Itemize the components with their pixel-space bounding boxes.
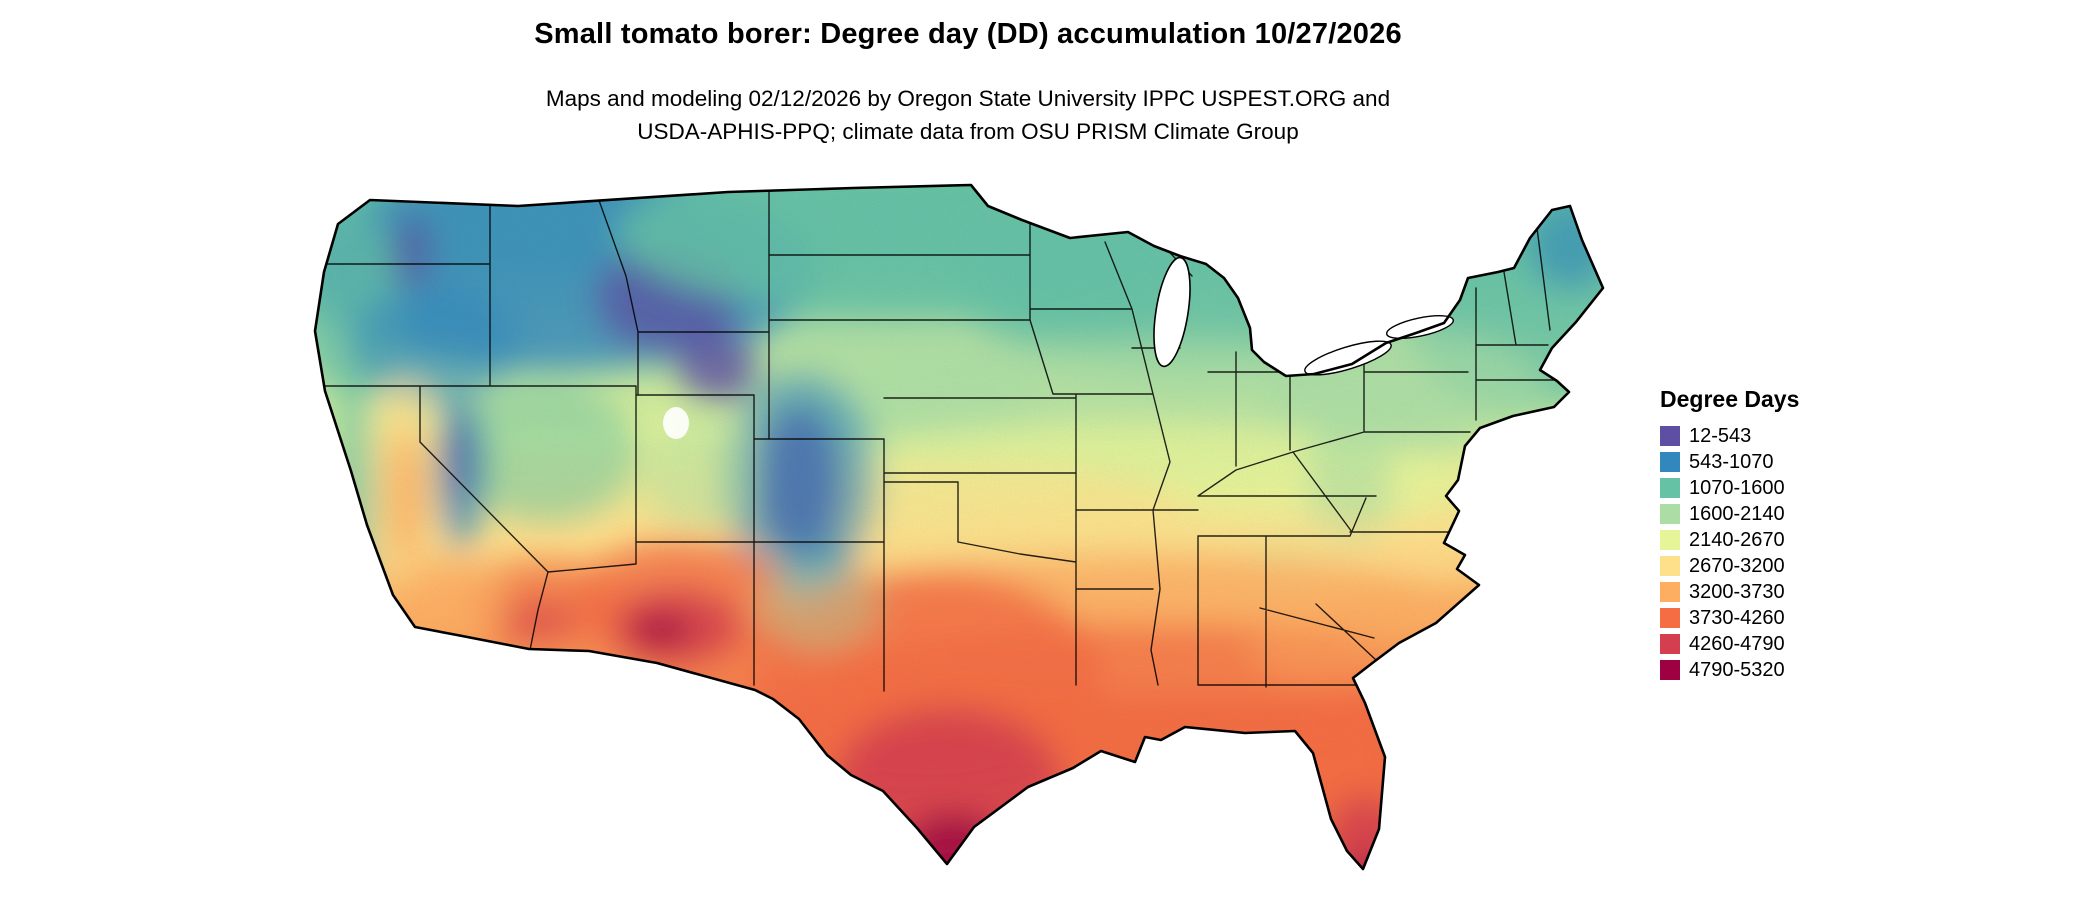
legend-label: 543-1070	[1689, 450, 1774, 473]
legend-item: 1600-2140	[1660, 501, 1799, 527]
legend-item: 2140-2670	[1660, 527, 1799, 553]
figure-subtitle: Maps and modeling 02/12/2026 by Oregon S…	[0, 82, 1936, 148]
legend-label: 1600-2140	[1689, 502, 1785, 525]
legend-swatch	[1660, 634, 1680, 654]
legend-label: 2670-3200	[1689, 554, 1785, 577]
legend-swatch	[1660, 660, 1680, 680]
color-blob	[1346, 858, 1390, 869]
lake-ontario	[1385, 315, 1455, 339]
legend-label: 3200-3730	[1689, 580, 1785, 603]
legend-label: 2140-2670	[1689, 528, 1785, 551]
legend-swatch	[1660, 504, 1680, 524]
great-salt-lake	[663, 407, 689, 439]
legend-label: 1070-1600	[1689, 476, 1785, 499]
legend-label: 4260-4790	[1689, 632, 1785, 655]
legend-item: 1070-1600	[1660, 475, 1799, 501]
legend-label: 3730-4260	[1689, 606, 1785, 629]
lake-erie	[1304, 340, 1392, 376]
figure-subtitle-line1: Maps and modeling 02/12/2026 by Oregon S…	[545, 86, 1391, 111]
legend-title: Degree Days	[1660, 386, 1800, 412]
legend-label: 4790-5320	[1689, 658, 1785, 681]
great-lakes	[663, 256, 1455, 439]
legend: Degree Days 12-543 543-1070 1070-1600 16…	[1660, 386, 1799, 683]
legend-item: 4790-5320	[1660, 657, 1799, 683]
us-map-svg	[313, 183, 1605, 871]
legend-swatch	[1660, 582, 1680, 602]
legend-swatch	[1660, 426, 1680, 446]
lake-michigan	[1153, 256, 1191, 368]
legend-swatch	[1660, 556, 1680, 576]
legend-swatch	[1660, 608, 1680, 628]
legend-item: 543-1070	[1660, 449, 1799, 475]
us-outline	[313, 183, 1605, 871]
legend-item: 2670-3200	[1660, 553, 1799, 579]
legend-swatch	[1660, 530, 1680, 550]
figure-subtitle-line2: USDA-APHIS-PPQ; climate data from OSU PR…	[637, 119, 1299, 144]
legend-item: 12-543	[1660, 423, 1799, 449]
legend-swatch	[1660, 452, 1680, 472]
raster-texture	[315, 185, 1603, 869]
legend-items: 12-543 543-1070 1070-1600 1600-2140 2140…	[1660, 423, 1799, 683]
legend-item: 3200-3730	[1660, 579, 1799, 605]
state-borders	[315, 187, 1557, 692]
map-fill	[315, 185, 1603, 869]
legend-label: 12-543	[1689, 424, 1752, 447]
figure-title: Small tomato borer: Degree day (DD) accu…	[534, 18, 1402, 50]
legend-swatch	[1660, 478, 1680, 498]
legend-item: 3730-4260	[1660, 605, 1799, 631]
legend-item: 4260-4790	[1660, 631, 1799, 657]
us-degree-day-map	[308, 180, 1610, 892]
